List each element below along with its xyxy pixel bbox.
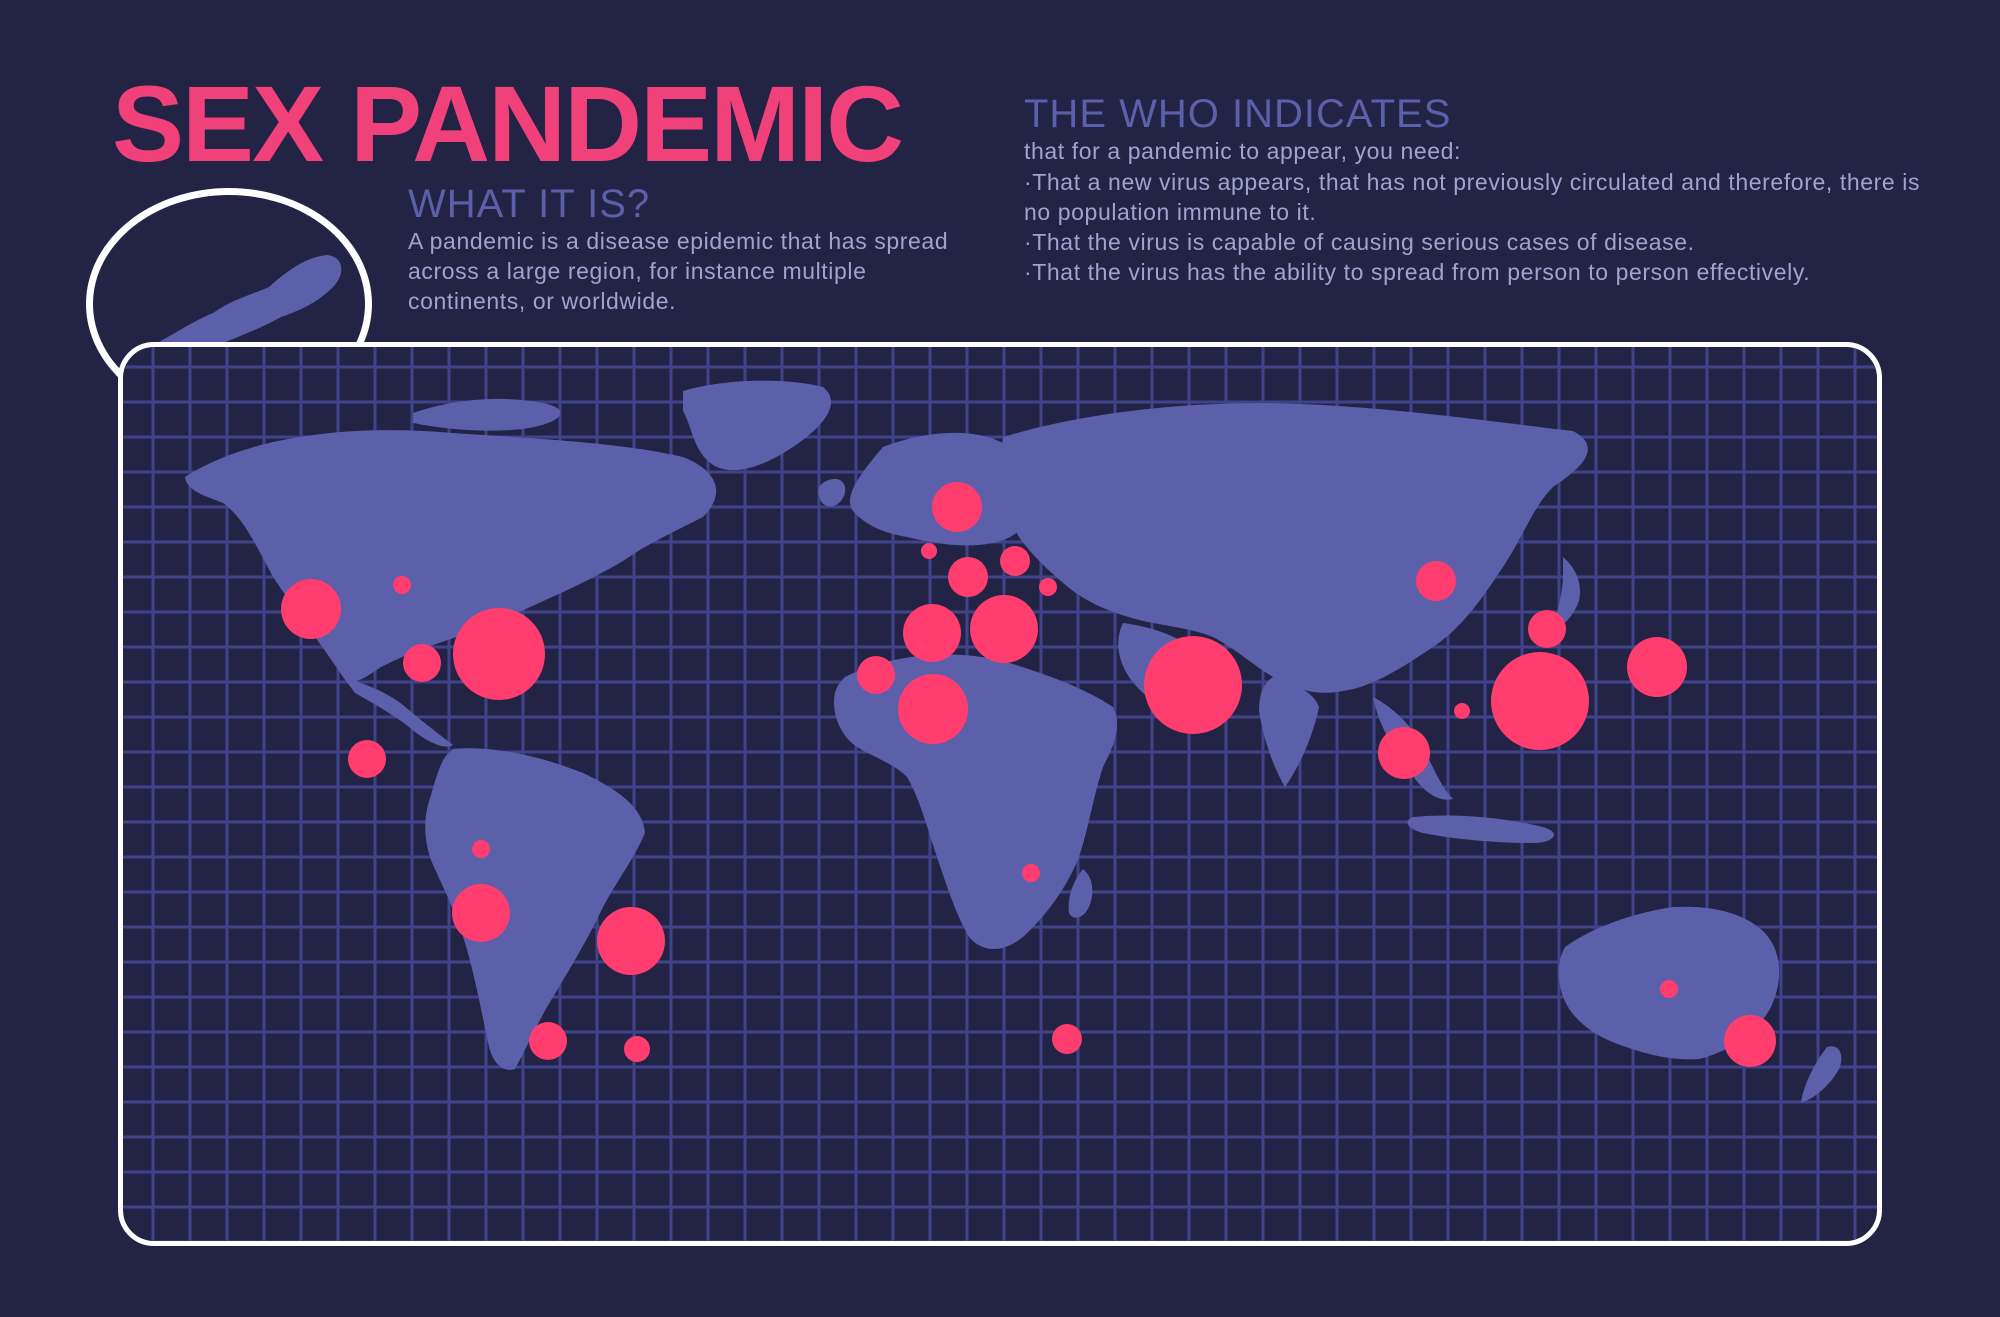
hotspot-marker <box>921 543 937 559</box>
hotspot-marker <box>472 840 490 858</box>
hotspot-marker <box>1528 610 1566 648</box>
world-map-frame <box>118 342 1882 1246</box>
hotspot-marker <box>403 644 441 682</box>
central-america <box>343 677 453 747</box>
continent-south-america <box>425 748 645 1070</box>
continent-asia <box>1001 403 1588 693</box>
hotspot-marker <box>1416 561 1456 601</box>
hotspot-marker <box>597 907 665 975</box>
greenland <box>683 380 832 471</box>
hotspot-marker <box>1627 637 1687 697</box>
new-zealand <box>1801 1046 1842 1103</box>
who-list: ·That a new virus appears, that has not … <box>1024 167 1924 287</box>
who-item: ·That the virus has the ability to sprea… <box>1024 259 1811 285</box>
who-intro: that for a pandemic to appear, you need: <box>1024 138 1462 164</box>
hotspot-marker <box>453 608 545 700</box>
indonesia <box>1407 815 1554 843</box>
japan <box>1553 557 1581 629</box>
hotspot-marker <box>348 740 386 778</box>
what-it-is-heading: WHAT IT IS? <box>408 182 651 226</box>
hotspots <box>281 482 1776 1067</box>
hotspot-marker <box>281 579 341 639</box>
what-it-is-body: A pandemic is a disease epidemic that ha… <box>408 228 949 314</box>
hotspot-marker <box>932 482 982 532</box>
continent-europe <box>849 432 1027 546</box>
hotspot-marker <box>1022 864 1040 882</box>
hotspot-marker <box>857 656 895 694</box>
continents <box>185 380 1842 1103</box>
hotspot-marker <box>898 674 968 744</box>
hotspot-marker <box>624 1036 650 1062</box>
hotspot-marker <box>529 1022 567 1060</box>
hotspot-marker <box>452 884 510 942</box>
hotspot-marker <box>1724 1015 1776 1067</box>
who-heading: THE WHO INDICATES <box>1024 92 1452 136</box>
page-title: SEX PANDEMIC <box>112 63 904 184</box>
hotspot-marker <box>1454 703 1470 719</box>
uk-ireland <box>818 478 846 507</box>
hotspot-marker <box>1000 546 1030 576</box>
madagascar <box>1068 869 1093 918</box>
hotspot-marker <box>948 557 988 597</box>
hotspot-marker <box>1052 1024 1082 1054</box>
hotspot-marker <box>1144 636 1242 734</box>
arctic-islands <box>413 398 561 431</box>
hotspot-marker <box>1660 980 1678 998</box>
hotspot-marker <box>1039 578 1057 596</box>
who-item: ·That the virus is capable of causing se… <box>1024 229 1695 255</box>
hotspot-marker <box>393 576 411 594</box>
world-map <box>123 347 1877 1241</box>
hotspot-marker <box>903 604 961 662</box>
hotspot-marker <box>970 595 1038 663</box>
hotspot-marker <box>1491 652 1589 750</box>
hotspot-marker <box>1378 727 1430 779</box>
who-item: ·That a new virus appears, that has not … <box>1024 169 1921 225</box>
india <box>1259 677 1319 787</box>
